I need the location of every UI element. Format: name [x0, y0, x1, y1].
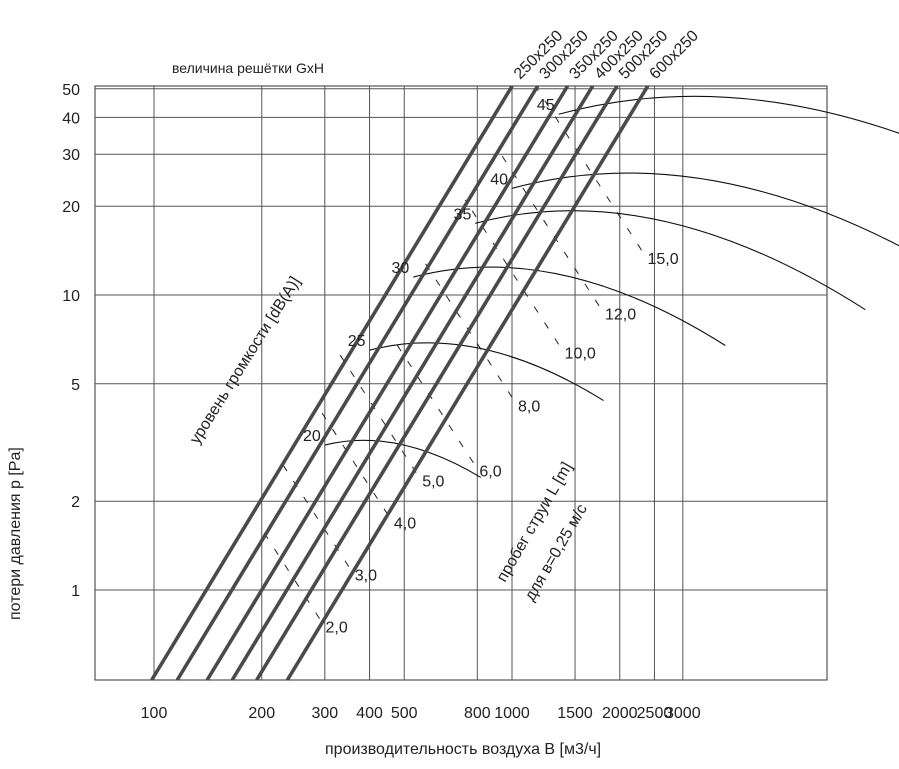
x-tick-label: 100 [141, 705, 168, 722]
x-tick-label: 200 [248, 705, 275, 722]
grille-size-caption: величина решётки GxH [172, 60, 324, 76]
y-axis-label: потери давления p [Pa] [7, 447, 24, 620]
x-tick-label: 2500 [637, 705, 673, 722]
throw-length-value: 12,0 [605, 307, 636, 324]
grille-line-600x250 [285, 85, 650, 681]
y-tick-label: 5 [71, 377, 80, 394]
throw-length-value: 15,0 [647, 251, 678, 268]
y-tick-label: 40 [62, 110, 80, 127]
noise-level-labels: 20 25 30 35 40 45 [303, 97, 555, 445]
throw-length-value: 4,0 [394, 516, 416, 533]
grille-size-labels: 250x250300x250350x250400x250500x250600x2… [511, 27, 702, 83]
x-tick-label: 3000 [665, 705, 701, 722]
noise-curve [558, 95, 899, 134]
noise-level-label: 25 [348, 333, 366, 350]
noise-curve [413, 266, 726, 346]
x-tick-label: 500 [391, 705, 418, 722]
plot-frame [94, 85, 828, 681]
grid-lines [94, 85, 828, 681]
noise-level-label: 45 [537, 97, 555, 114]
throw-length-value: 2,0 [326, 620, 348, 637]
y-tick-labels: 1 2 5 10 20 30 40 50 [62, 82, 80, 600]
x-tick-label: 1500 [557, 705, 593, 722]
noise-curve [511, 172, 899, 247]
y-tick-label: 1 [71, 583, 80, 600]
noise-level-label: 20 [303, 428, 321, 445]
grille-line-500x250 [255, 85, 619, 681]
throw-length-labels: 2,0 3,0 4,0 5,0 6,0 8,0 10,0 12,0 15,0 [326, 251, 679, 637]
throw-line [536, 88, 642, 251]
grille-series-lines [150, 85, 650, 681]
noise-level-label: 30 [391, 260, 409, 277]
throw-line [390, 334, 474, 464]
x-tick-label: 2000 [602, 705, 638, 722]
noise-curve [475, 210, 866, 311]
y-tick-label: 50 [62, 82, 80, 99]
x-tick-label: 800 [464, 705, 491, 722]
throw-length-value: 6,0 [479, 464, 501, 481]
y-tick-label: 20 [62, 199, 80, 216]
noise-level-curves [324, 95, 899, 478]
noise-level-axis-label: уровень громкости [dB(A)] [187, 274, 304, 447]
grille-line-350x250 [205, 85, 570, 681]
throw-line [258, 524, 320, 619]
grille-line-300x250 [175, 85, 540, 681]
throw-length-value: 5,0 [422, 474, 444, 491]
grille-line-400x250 [230, 85, 595, 681]
throw-line [282, 464, 350, 567]
grille-line-250x250 [150, 85, 514, 681]
y-tick-label: 10 [62, 288, 80, 305]
throw-length-value: 10,0 [565, 345, 596, 362]
x-axis-label: производительность воздуха B [м3/ч] [325, 741, 601, 758]
y-tick-label: 2 [71, 494, 80, 511]
throw-length-value: 3,0 [355, 568, 377, 585]
x-tick-label: 400 [356, 705, 383, 722]
noise-level-label: 35 [454, 206, 472, 223]
y-tick-label: 30 [62, 147, 80, 164]
throw-line [315, 403, 389, 515]
noise-curve [369, 342, 604, 402]
x-tick-label: 300 [311, 705, 338, 722]
throw-line [338, 353, 417, 473]
x-tick-label: 1000 [494, 705, 530, 722]
throw-length-value: 8,0 [518, 398, 540, 415]
noise-level-label: 40 [490, 171, 508, 188]
